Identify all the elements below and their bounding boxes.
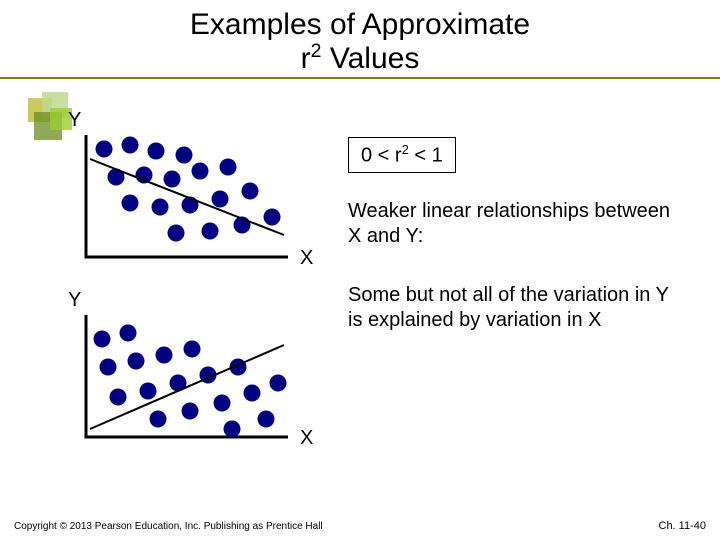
chart2-y-label: Y (68, 289, 81, 312)
title-line1: Examples of Approximate (190, 8, 530, 41)
title-line2-post: Values (322, 42, 420, 75)
cond-sup: 2 (402, 142, 409, 157)
r2-condition-box: 0 < r2 < 1 (348, 137, 456, 173)
content-area: Y X Y X 0 < r2 < 1 Weaker linear relatio… (0, 79, 720, 479)
body-text-1: Weaker linear relationships between X an… (348, 199, 678, 249)
chart1-y-label: Y (68, 109, 81, 132)
slide-title-block: Examples of Approximate r2 Values (0, 0, 720, 75)
title-line2-sup: 2 (311, 40, 322, 62)
cond-pre: 0 < r (361, 145, 402, 167)
slide-title: Examples of Approximate r2 Values (190, 8, 530, 75)
chart1-x-label: X (300, 247, 313, 270)
chart1-scatter (82, 131, 292, 261)
copyright-text: Copyright © 2013 Pearson Education, Inc.… (14, 521, 323, 532)
page-number: Ch. 11-40 (659, 520, 707, 532)
cond-post: < 1 (409, 145, 443, 167)
title-line2-pre: r (301, 42, 311, 75)
body-text-2: Some but not all of the variation in Y i… (348, 283, 678, 333)
chart2-x-label: X (300, 427, 313, 450)
chart2-scatter (82, 311, 292, 441)
